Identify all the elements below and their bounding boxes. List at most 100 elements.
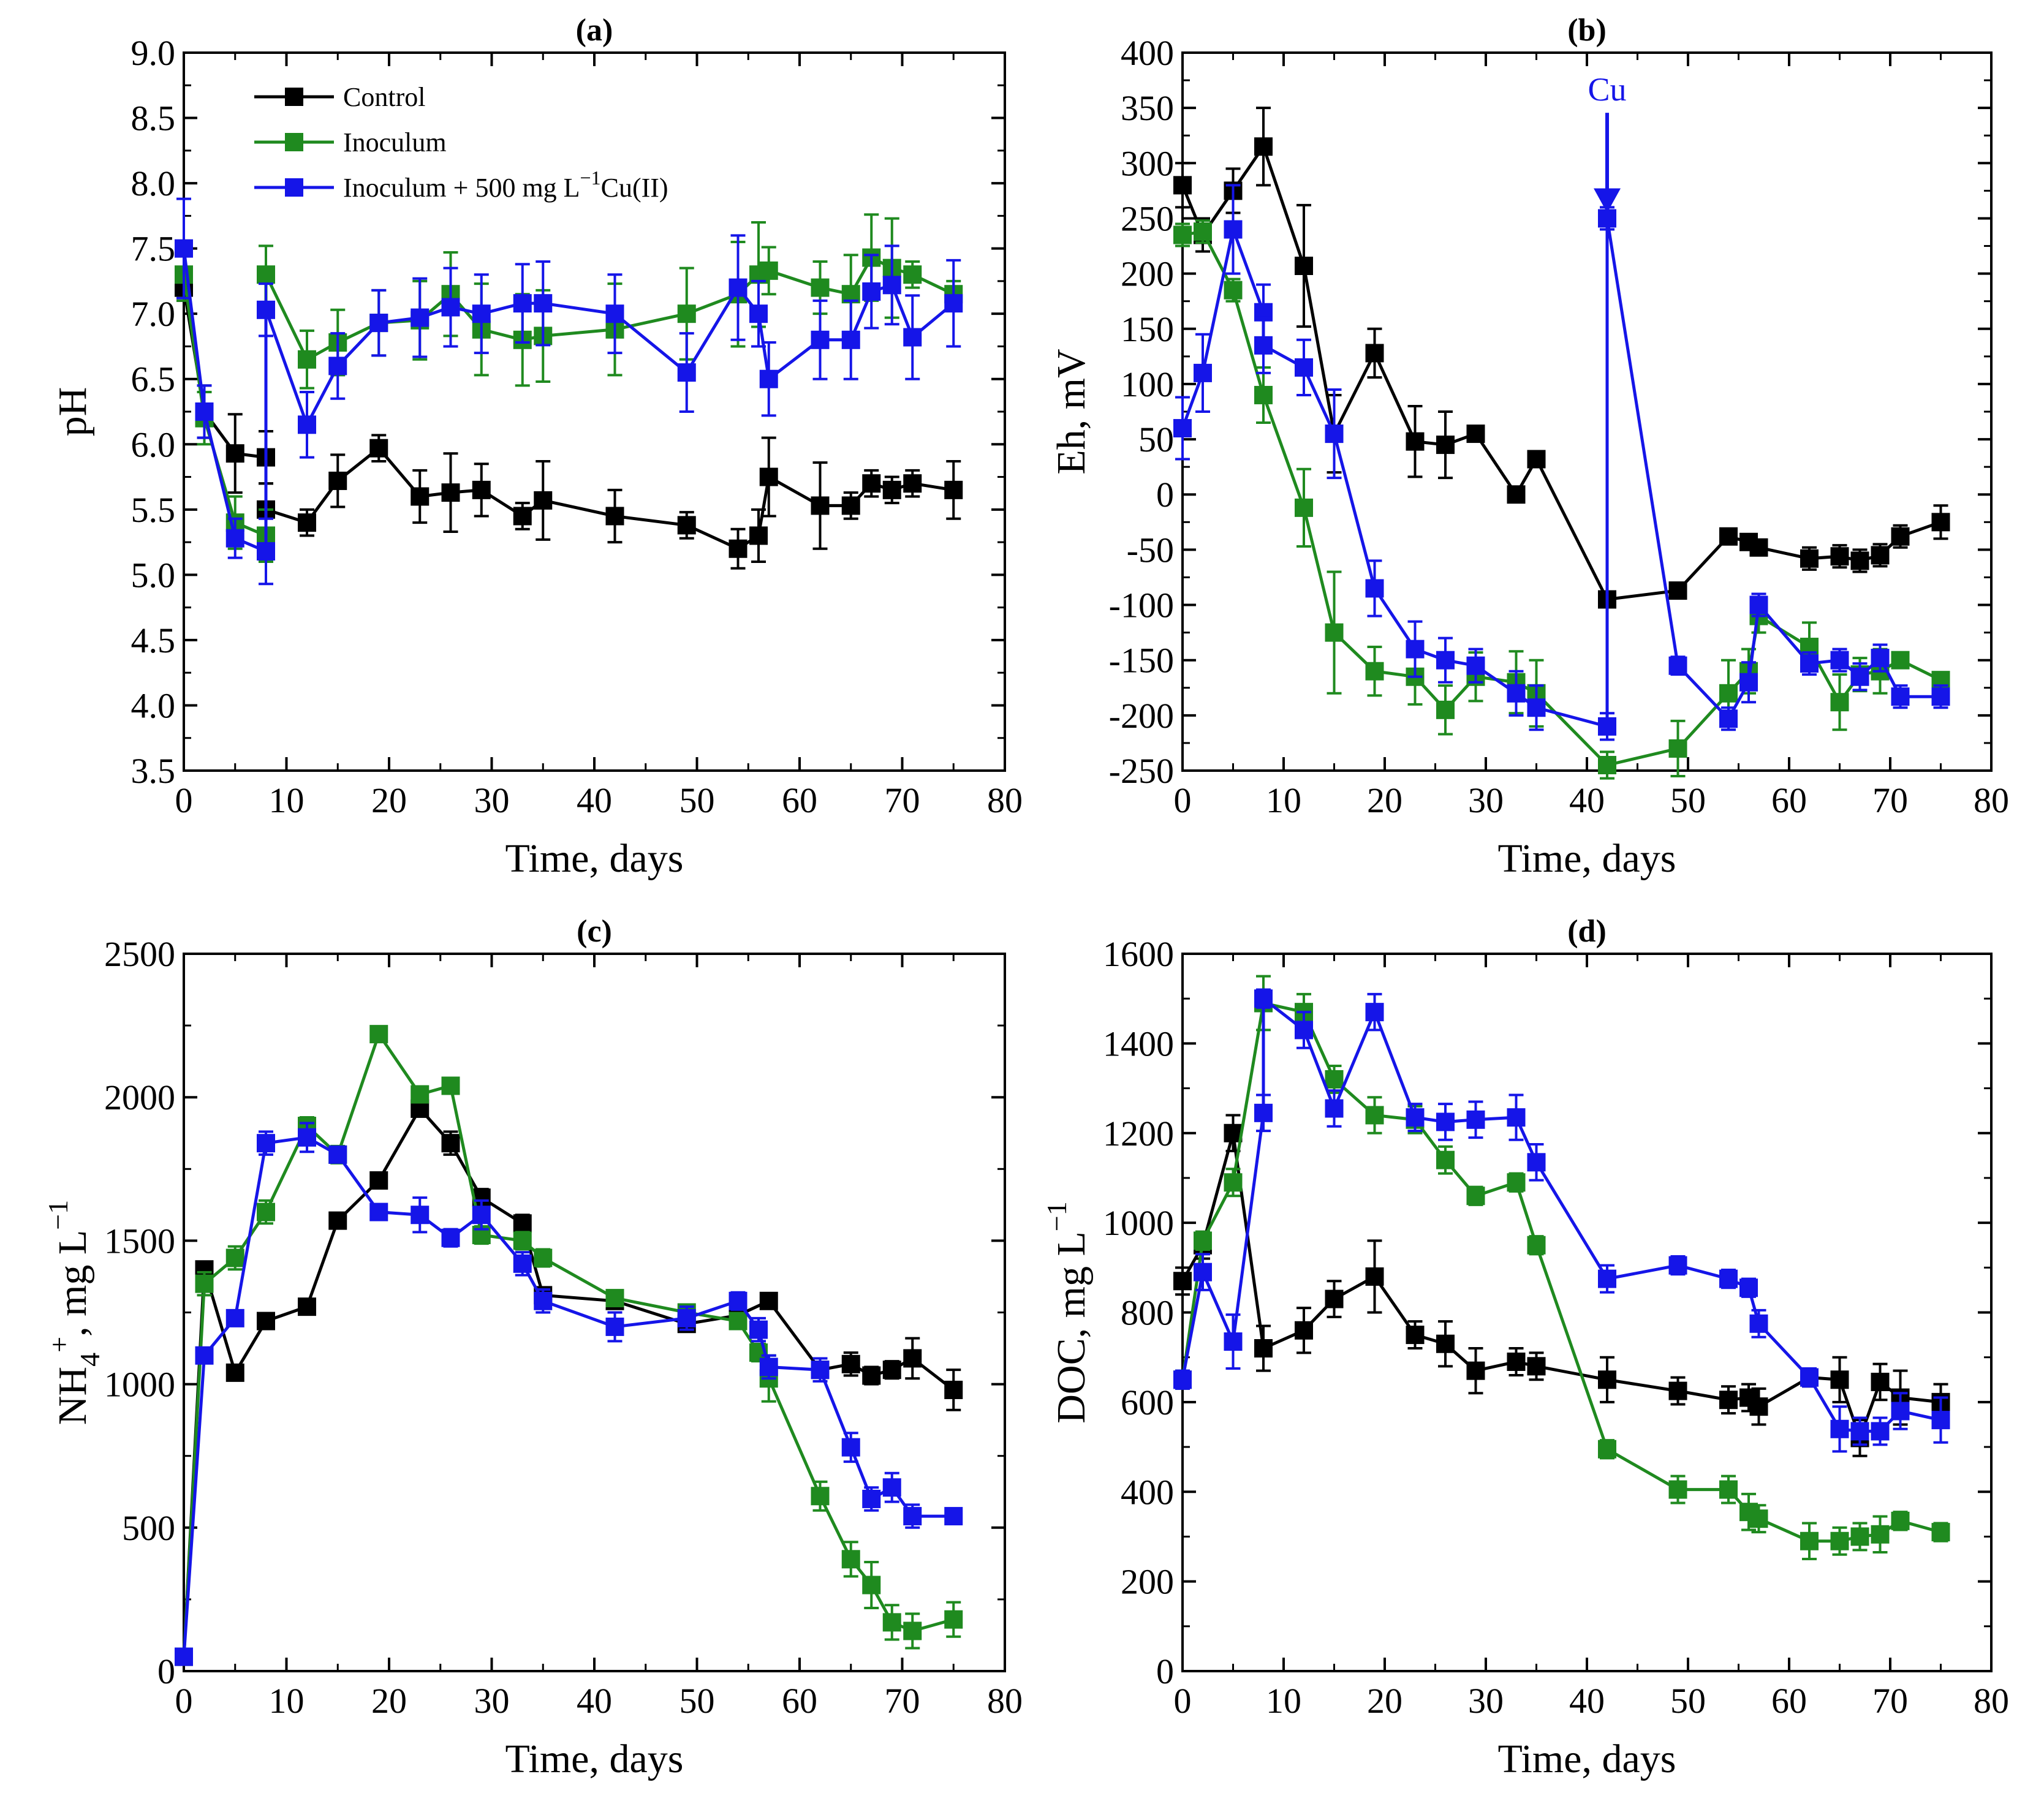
data-point xyxy=(298,1128,316,1147)
y-tick-label: 1200 xyxy=(1103,1114,1174,1153)
data-point xyxy=(1254,1103,1273,1122)
x-tick-label: 60 xyxy=(1771,780,1807,820)
data-point xyxy=(1194,222,1212,241)
data-point xyxy=(1719,1480,1738,1499)
data-point xyxy=(1749,538,1768,557)
cu-annotation: Cu xyxy=(1588,71,1627,213)
data-point xyxy=(1194,1263,1212,1282)
y-tick-label: 1400 xyxy=(1103,1024,1174,1063)
y-tick-label: -50 xyxy=(1127,530,1174,570)
y-tick-label: 0 xyxy=(1156,475,1174,515)
series-line xyxy=(1181,995,1942,1433)
series-control xyxy=(1173,1114,1950,1457)
data-point xyxy=(749,526,768,545)
y-tick-label: 8.0 xyxy=(131,164,176,203)
data-point xyxy=(1224,220,1243,239)
data-point xyxy=(841,1438,860,1457)
y-tick-label: 1600 xyxy=(1103,934,1174,974)
y-tick-label: 3.5 xyxy=(131,751,176,791)
series-line xyxy=(1181,1001,1942,1543)
panel-label: (c) xyxy=(577,914,612,949)
data-point xyxy=(1830,547,1849,566)
data-point xyxy=(1325,1099,1344,1118)
x-tick-label: 30 xyxy=(474,1681,510,1721)
data-point xyxy=(1830,1531,1849,1550)
legend-label: Control xyxy=(343,82,425,112)
x-tick-label: 50 xyxy=(679,780,715,820)
data-point xyxy=(472,1206,491,1225)
data-point xyxy=(534,1291,553,1310)
data-point xyxy=(605,1317,624,1336)
data-point xyxy=(1224,1173,1243,1192)
data-point xyxy=(369,1171,388,1190)
data-point xyxy=(513,1231,532,1250)
data-point xyxy=(257,300,275,319)
y-tick-label: 4.5 xyxy=(131,621,176,660)
data-point xyxy=(677,363,696,382)
y-tick-label: 200 xyxy=(1121,254,1174,294)
data-point xyxy=(441,298,460,317)
data-point xyxy=(1173,1272,1192,1291)
y-tick-label: 400 xyxy=(1121,33,1174,73)
data-point xyxy=(1931,513,1950,532)
x-tick-label: 30 xyxy=(1468,780,1504,820)
data-point xyxy=(513,1214,532,1233)
data-point xyxy=(841,1354,860,1373)
data-point xyxy=(411,487,430,506)
data-point xyxy=(944,1610,963,1629)
y-tick-label: 1000 xyxy=(1103,1203,1174,1243)
data-point xyxy=(1254,385,1273,404)
data-point xyxy=(729,539,748,558)
x-tick-label: 20 xyxy=(1367,1681,1402,1721)
data-point xyxy=(1325,425,1344,444)
data-point xyxy=(513,294,532,313)
data-point xyxy=(1871,1525,1890,1544)
data-point xyxy=(1668,581,1687,600)
data-point xyxy=(729,1291,748,1310)
x-tick-label: 50 xyxy=(1670,1681,1706,1721)
data-point xyxy=(903,474,922,493)
data-point xyxy=(862,282,881,301)
y-tick-label: 6.0 xyxy=(131,425,176,464)
data-point xyxy=(1466,425,1485,444)
x-axis-title: Time, days xyxy=(1498,1737,1676,1781)
data-point xyxy=(729,278,748,297)
data-point xyxy=(1850,1527,1869,1546)
panel-label: (b) xyxy=(1567,13,1607,48)
data-point xyxy=(1891,1402,1910,1421)
y-tick-label: 300 xyxy=(1121,143,1174,183)
data-point xyxy=(841,330,860,349)
data-point xyxy=(298,415,316,434)
y-axis-title: pH xyxy=(50,387,95,437)
y-axis-title: DOC, mg L−1 xyxy=(1041,1201,1094,1423)
data-point xyxy=(1295,1321,1313,1340)
data-point xyxy=(1436,700,1455,719)
data-point xyxy=(1850,551,1869,570)
y-tick-label: 6.5 xyxy=(131,360,176,399)
data-point xyxy=(1891,651,1910,670)
data-point xyxy=(1830,651,1849,670)
series-line xyxy=(182,255,955,538)
data-point xyxy=(411,1206,430,1225)
data-point xyxy=(411,1085,430,1104)
panel-d: 0 10 20 30 40 50 60 70 8002004006008001000120014… xyxy=(1041,914,2009,1781)
series-control xyxy=(175,273,963,570)
data-point xyxy=(1800,549,1819,568)
x-tick-label: 70 xyxy=(885,1681,920,1721)
data-point xyxy=(1871,1372,1890,1391)
data-point xyxy=(1668,656,1687,675)
data-point xyxy=(1830,693,1849,712)
data-point xyxy=(811,278,830,297)
data-point xyxy=(175,1647,193,1666)
data-point xyxy=(1527,450,1546,469)
data-point xyxy=(1800,654,1819,673)
data-point xyxy=(369,1202,388,1221)
x-tick-label: 30 xyxy=(1468,1681,1504,1721)
y-tick-label: 4.0 xyxy=(131,685,176,725)
x-tick-label: 40 xyxy=(1569,780,1605,820)
data-point xyxy=(1800,1368,1819,1387)
data-point xyxy=(862,1489,881,1508)
data-point xyxy=(175,239,193,258)
data-point xyxy=(1931,1523,1950,1542)
y-axis-title: Eh, mV xyxy=(1049,349,1094,474)
